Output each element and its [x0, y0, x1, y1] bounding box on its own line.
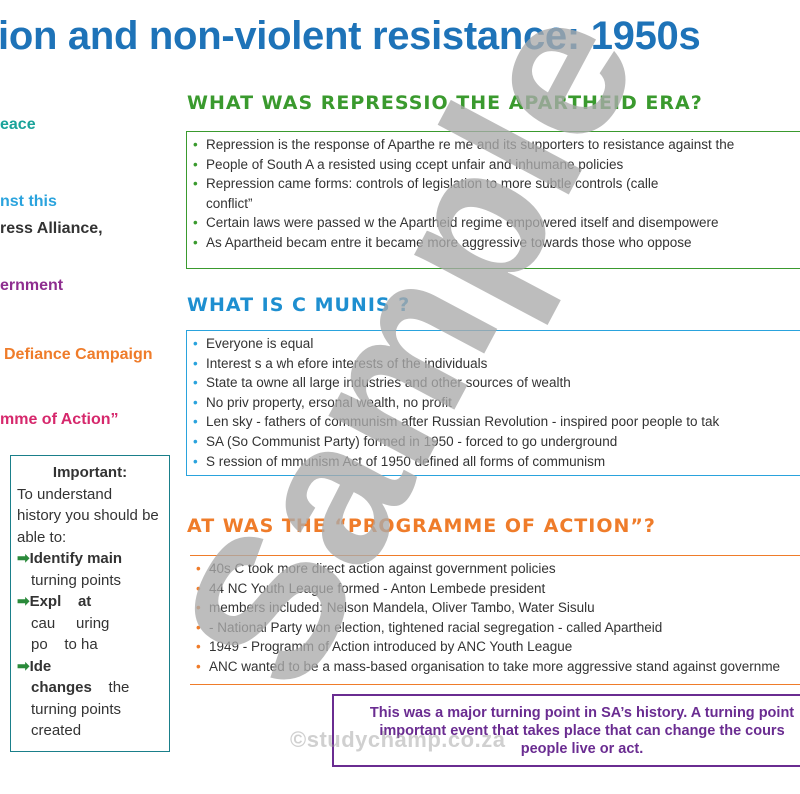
bullet: Interest s a wh efore interests of the i…: [193, 354, 800, 374]
bullet: 1949 - Programm of Action introduced by …: [196, 637, 800, 657]
point-2-cont-2: po to ha: [31, 636, 98, 653]
arrow-right-icon: ➡: [17, 593, 30, 610]
section-heading-programme: AT WAS THE “PROGRAMME OF ACTION”?: [187, 515, 656, 537]
site-watermark: ©studychamp.co.za: [290, 727, 506, 752]
arrow-right-icon: ➡: [17, 550, 30, 567]
important-point-2: ➡Expl at cau uring po to ha: [17, 591, 163, 656]
bullet: Certain laws were passed w the Apartheid…: [193, 213, 800, 233]
bullet: 40s C took more direct action against go…: [196, 559, 800, 579]
point-3-cont-1: changes the: [31, 679, 130, 696]
bullet: SA (So Communist Party) formed in 1950 -…: [193, 432, 800, 452]
important-intro-3: able to:: [17, 528, 67, 546]
bullet: members included: Nelson Mandela, Oliver…: [196, 598, 800, 618]
section-panel-repression: Repression is the response of Aparthe re…: [186, 131, 800, 269]
section-panel-communism: Everyone is equal Interest s a wh efore …: [186, 330, 800, 476]
callout-line-3: people live or act.: [520, 741, 644, 757]
callout-line-2: important event that takes place that ca…: [379, 723, 785, 739]
important-point-1: ➡Identify main turning points: [17, 548, 163, 591]
bullet: People of South A a resisted using ccept…: [193, 155, 800, 175]
section-heading-repression: WHAT WAS REPRESSIO THE APARTHEID ERA?: [187, 92, 703, 114]
left-item-government: ernment: [0, 277, 64, 294]
point-3-cont-2: turning points: [31, 700, 122, 718]
left-item-against: nst this: [0, 193, 57, 210]
bullet: Repression came forms: controls of legis…: [193, 174, 800, 194]
left-item-congress-alliance: ress Alliance,: [0, 220, 103, 237]
point-2-head-rest: at: [77, 593, 92, 610]
bullet: As Apartheid becam entre it became more …: [193, 233, 800, 253]
important-box: Important: To understand history you sho…: [10, 455, 170, 752]
important-intro-2: history you should be: [17, 507, 159, 524]
point-3-cont-3: created: [31, 722, 82, 739]
important-point-3: ➡Ide changes the turning points created: [17, 656, 163, 742]
bullet: - National Party won election, tightened…: [196, 618, 800, 638]
left-item-defiance-campaign: Defiance Campaign: [4, 346, 153, 363]
important-title: Important:: [52, 464, 128, 481]
bullet: ANC wanted to be a mass-based organisati…: [196, 657, 800, 677]
point-1-head: Identify main: [29, 550, 123, 567]
section-panel-programme: 40s C took more direct action against go…: [190, 555, 800, 685]
callout-line-1: This was a major turning point in SA’s h…: [369, 705, 795, 721]
left-item-programme: mme of Action”: [0, 411, 119, 428]
turning-point-callout: This was a major turning point in SA’s h…: [332, 694, 800, 767]
bullet: 44 NC Youth League formed - Anton Lembed…: [196, 579, 800, 599]
point-3-head: Ide: [29, 657, 52, 675]
bullet: No priv property, ersonal wealth, no pro…: [193, 393, 800, 413]
bullet-continuation: conflict”: [206, 195, 253, 211]
section-heading-communism: WHAT IS C MUNIS ?: [187, 294, 411, 316]
point-2-cont-1: cau uring: [31, 614, 110, 632]
bullet: S ression of mmunism Act of 1950 defined…: [193, 452, 800, 472]
bullet: Len sky - fathers of communism after Rus…: [193, 412, 800, 432]
arrow-right-icon: ➡: [17, 657, 30, 675]
left-item-peace: eace: [0, 116, 36, 133]
important-intro-1: To understand: [17, 485, 113, 503]
page-title: ion and non-violent resistance: 1950s: [0, 14, 701, 58]
bullet: Everyone is equal: [193, 334, 800, 354]
point-2-head: Expl: [29, 593, 62, 610]
bullet: State ta owne all large industries and o…: [193, 373, 800, 393]
point-1-cont: turning points: [31, 571, 122, 589]
bullet: Repression is the response of Aparthe re…: [193, 135, 800, 155]
